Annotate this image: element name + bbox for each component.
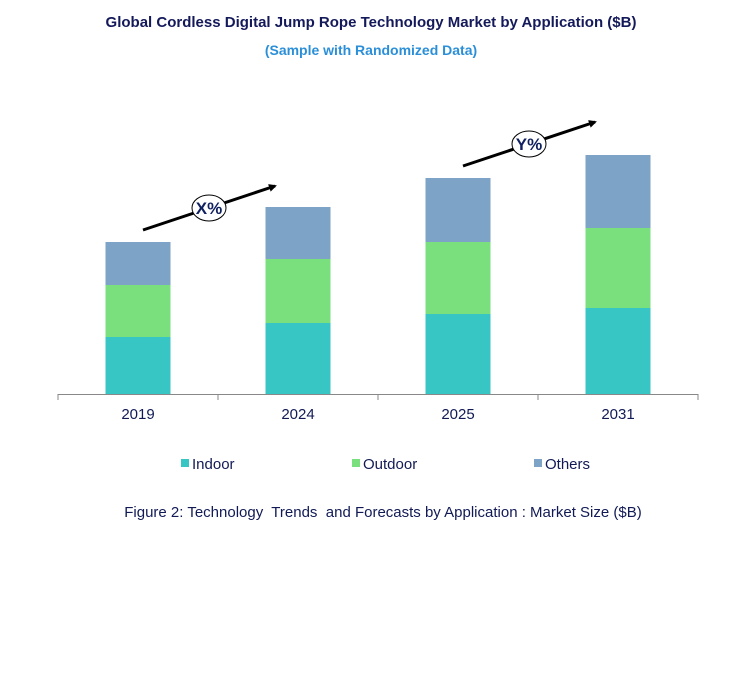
bar-others-2031 — [585, 155, 651, 228]
bar-indoor-2025 — [425, 314, 491, 394]
growth-annotations: X% Y% — [142, 120, 597, 232]
bar-indoor-2019 — [105, 337, 171, 394]
x-tick-label: 2019 — [121, 406, 154, 423]
legend-label-outdoor: Outdoor — [363, 456, 417, 473]
growth-bubble — [191, 194, 227, 222]
x-tick-label: 2025 — [441, 406, 474, 423]
bar-outdoor-2025 — [425, 242, 491, 314]
chart-title: Global Cordless Digital Jump Rope Techno… — [106, 14, 637, 31]
legend-swatch-indoor — [181, 459, 189, 467]
x-axis: 2019 2024 2025 2031 — [57, 394, 699, 423]
bars-group — [105, 155, 651, 394]
growth-label: X% — [196, 199, 222, 218]
bar-others-2019 — [105, 242, 171, 285]
legend-label-indoor: Indoor — [192, 456, 235, 473]
growth-label: Y% — [516, 135, 542, 154]
legend-swatch-outdoor — [352, 459, 360, 467]
bar-indoor-2024 — [265, 323, 331, 394]
growth-bubble — [511, 130, 547, 158]
bar-outdoor-2024 — [265, 259, 331, 323]
bar-indoor-2031 — [585, 308, 651, 394]
bar-outdoor-2031 — [585, 228, 651, 308]
x-tick-label: 2031 — [601, 406, 634, 423]
legend: Indoor Outdoor Others — [181, 456, 590, 473]
chart-subtitle: (Sample with Randomized Data) — [265, 42, 477, 58]
bar-others-2024 — [265, 207, 331, 259]
bar-outdoor-2019 — [105, 285, 171, 337]
legend-label-others: Others — [545, 456, 590, 473]
bar-others-2025 — [425, 178, 491, 242]
legend-swatch-others — [534, 459, 542, 467]
figure-caption: Figure 2: Technology Trends and Forecast… — [124, 504, 641, 521]
x-tick-label: 2024 — [281, 406, 314, 423]
